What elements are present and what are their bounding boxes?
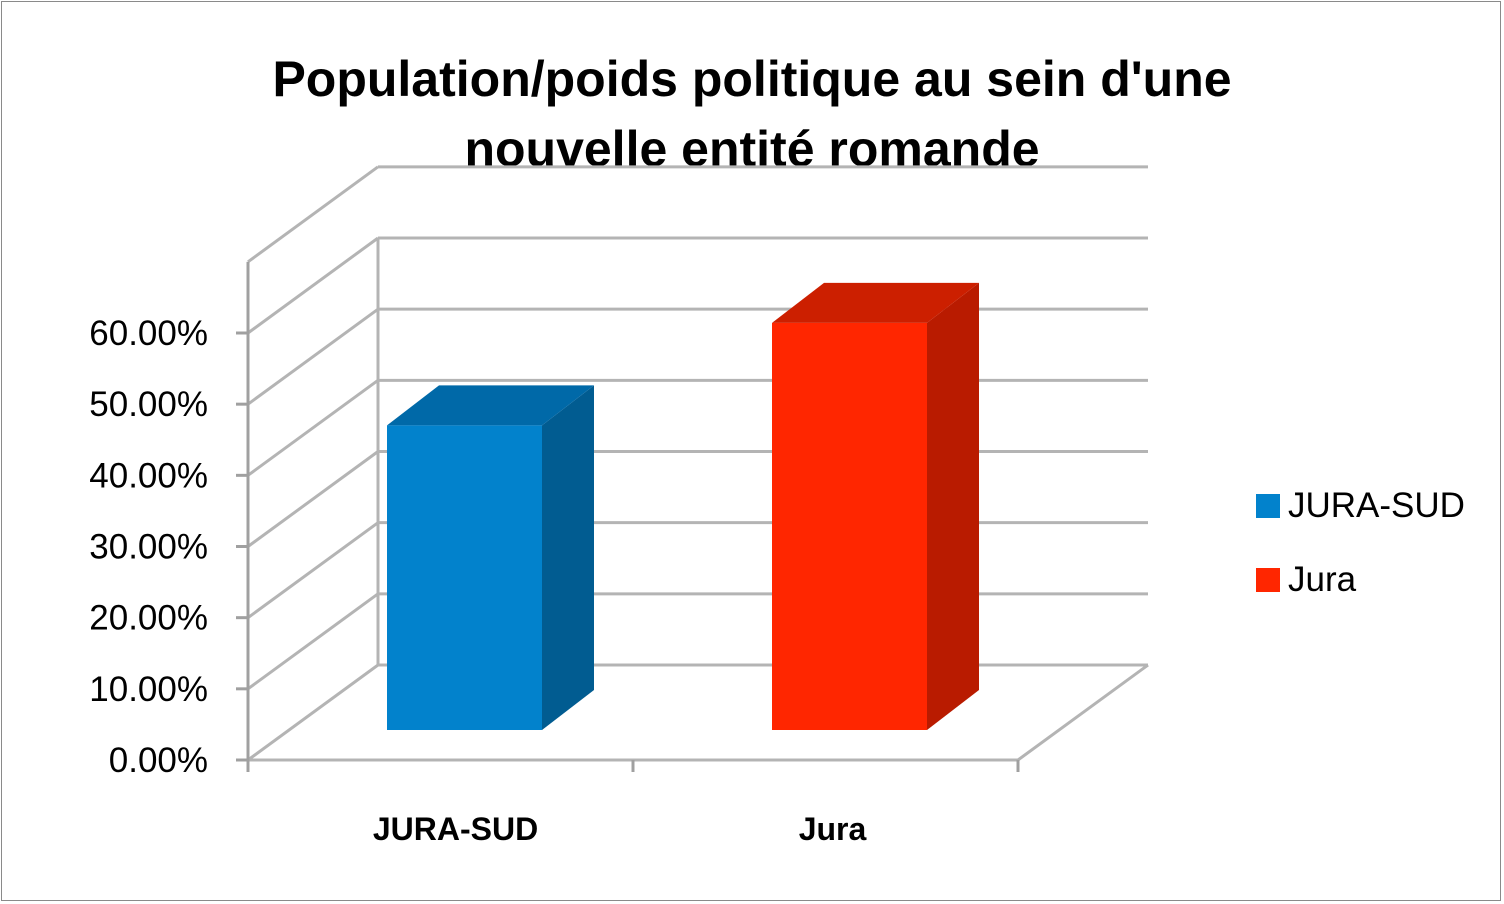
legend-label-jura: Jura	[1288, 560, 1357, 599]
bar-side-jura	[927, 282, 979, 730]
legend-item-jura-sud: JURA-SUD	[1256, 484, 1496, 528]
label-layer: 0.00% 10.00% 20.00% 30.00% 40.00% 50.00% 60.00…	[89, 314, 866, 847]
legend-label-jura-sud: JURA-SUD	[1288, 486, 1465, 525]
gridline-side	[247, 663, 379, 762]
legend: JURA-SUD Jura	[1256, 484, 1496, 632]
gridline-side	[247, 236, 379, 335]
y-tick-label: 0.00%	[109, 741, 208, 780]
gridline-side	[247, 521, 379, 619]
bar-layer	[387, 282, 979, 730]
y-tick-label: 10.00%	[89, 670, 208, 709]
bar-top-jura-sud	[387, 385, 594, 426]
gridline-side	[247, 165, 379, 264]
y-tick-label: 60.00%	[89, 314, 208, 353]
legend-item-jura: Jura	[1256, 558, 1496, 602]
legend-swatch-jura-sud	[1256, 494, 1280, 518]
x-category-label: JURA-SUD	[373, 811, 538, 847]
gridline-side	[247, 450, 379, 548]
bar-jura	[772, 322, 927, 730]
y-tick-label: 20.00%	[89, 599, 208, 638]
axis-layer	[236, 261, 1020, 772]
gridline-side	[247, 379, 379, 477]
gridline-side	[247, 592, 379, 691]
grid-layer	[247, 165, 1149, 762]
y-tick-label: 40.00%	[89, 456, 208, 495]
bar-top-jura	[772, 282, 979, 323]
y-tick-label: 50.00%	[89, 385, 208, 424]
bar-side-jura-sud	[542, 385, 594, 730]
y-tick-label: 30.00%	[89, 528, 208, 567]
gridline-side	[247, 307, 379, 406]
bar-jura-sud	[387, 425, 542, 730]
x-category-label: Jura	[799, 811, 867, 847]
chart-title-line-1: Population/poids politique au sein d'une	[272, 51, 1232, 107]
legend-swatch-jura	[1256, 568, 1280, 592]
floor-edge	[248, 663, 1149, 762]
